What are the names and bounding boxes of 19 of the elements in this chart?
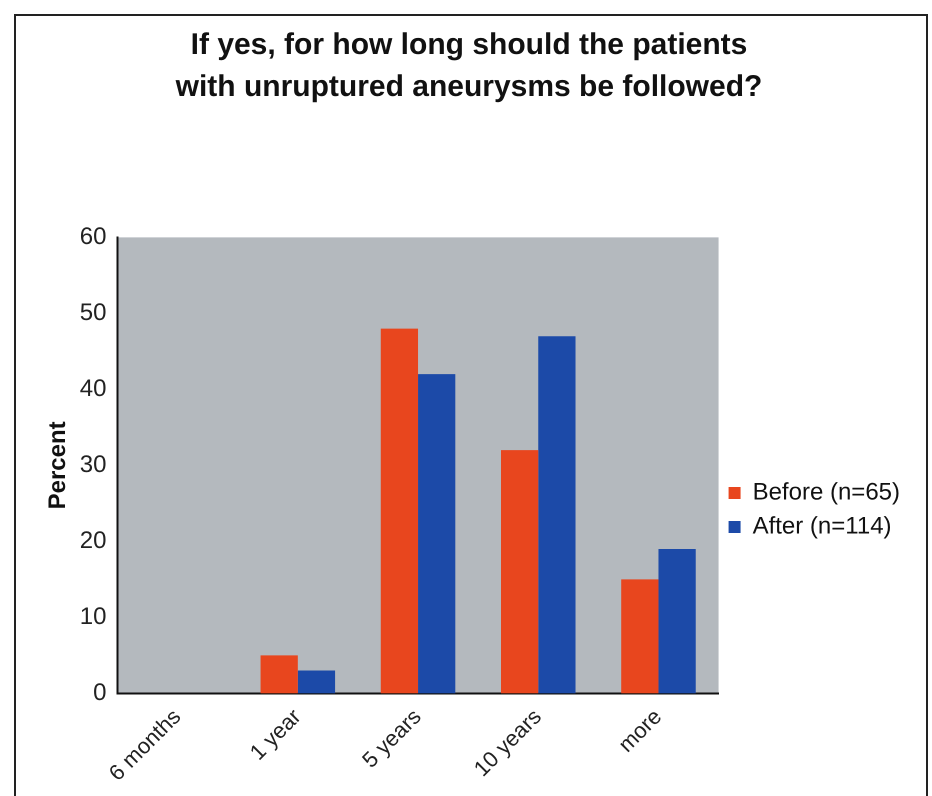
bar bbox=[621, 579, 658, 694]
bar bbox=[260, 655, 298, 694]
bar bbox=[658, 548, 696, 694]
legend-label: Before (n=65) bbox=[752, 478, 900, 506]
bar bbox=[500, 450, 538, 694]
bar bbox=[380, 328, 418, 694]
bar bbox=[538, 336, 576, 694]
bar bbox=[418, 374, 456, 694]
y-tick-label: 60 bbox=[80, 223, 106, 250]
y-tick-label: 40 bbox=[80, 375, 106, 402]
y-tick-label: 10 bbox=[80, 602, 106, 630]
y-axis-title: Percent bbox=[44, 421, 72, 510]
y-tick-label: 20 bbox=[80, 526, 106, 554]
legend-label: After (n=114) bbox=[752, 512, 892, 540]
y-tick-label: 0 bbox=[93, 678, 106, 706]
y-tick-label: 30 bbox=[80, 450, 106, 478]
y-tick-label: 50 bbox=[80, 299, 106, 326]
chart-title: If yes, for how long should the patients with unruptured aneurysms be followed? bbox=[174, 27, 764, 105]
bar bbox=[298, 670, 336, 694]
